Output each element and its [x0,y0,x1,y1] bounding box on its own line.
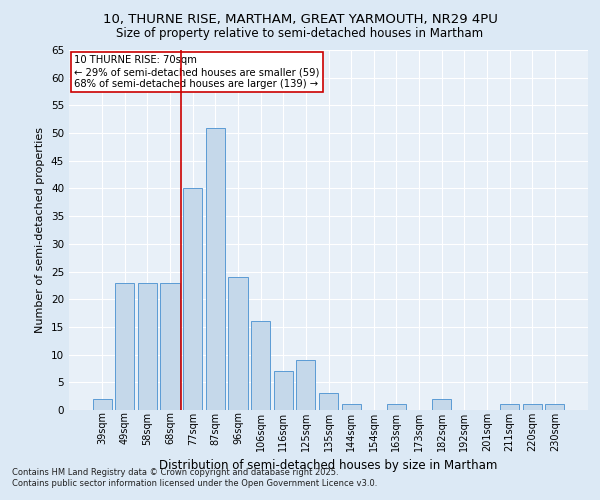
Bar [341,404,361,410]
Y-axis label: Number of semi-detached properties: Number of semi-detached properties [35,127,46,333]
Bar [523,404,542,410]
Bar [387,404,406,410]
X-axis label: Distribution of semi-detached houses by size in Martham: Distribution of semi-detached houses by … [160,459,497,472]
Bar [206,128,225,410]
Bar [229,277,248,410]
Bar [183,188,202,410]
Bar [92,399,112,410]
Bar [296,360,316,410]
Text: 10, THURNE RISE, MARTHAM, GREAT YARMOUTH, NR29 4PU: 10, THURNE RISE, MARTHAM, GREAT YARMOUTH… [103,12,497,26]
Bar [319,394,338,410]
Bar [432,399,451,410]
Bar [160,282,180,410]
Bar [251,322,270,410]
Bar [500,404,519,410]
Bar [115,282,134,410]
Bar [274,371,293,410]
Bar [545,404,565,410]
Text: Contains HM Land Registry data © Crown copyright and database right 2025.
Contai: Contains HM Land Registry data © Crown c… [12,468,377,487]
Text: Size of property relative to semi-detached houses in Martham: Size of property relative to semi-detach… [116,28,484,40]
Bar [138,282,157,410]
Text: 10 THURNE RISE: 70sqm
← 29% of semi-detached houses are smaller (59)
68% of semi: 10 THURNE RISE: 70sqm ← 29% of semi-deta… [74,56,320,88]
